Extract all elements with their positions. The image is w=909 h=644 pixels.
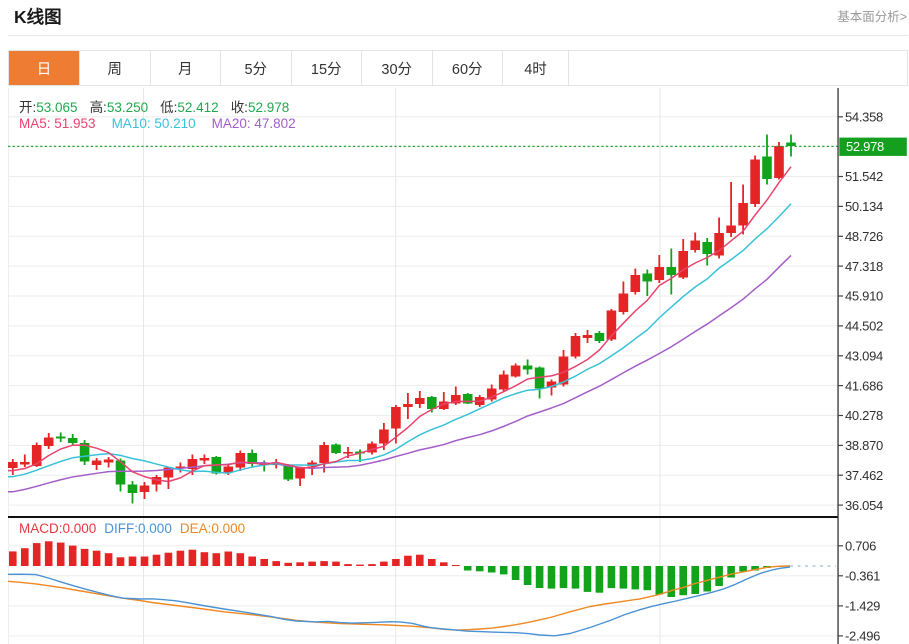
svg-text:-0.361: -0.361	[845, 569, 880, 584]
svg-text:37.462: 37.462	[845, 468, 883, 483]
svg-text:40.278: 40.278	[845, 408, 883, 423]
svg-text:52.978: 52.978	[846, 139, 884, 154]
svg-text:41.686: 41.686	[845, 378, 883, 393]
svg-text:44.502: 44.502	[845, 319, 883, 334]
svg-text:36.054: 36.054	[845, 498, 883, 513]
svg-text:48.726: 48.726	[845, 229, 883, 244]
svg-text:50.134: 50.134	[845, 199, 883, 214]
svg-text:47.318: 47.318	[845, 259, 883, 274]
svg-text:51.542: 51.542	[845, 169, 883, 184]
svg-text:43.094: 43.094	[845, 349, 883, 364]
svg-text:-2.496: -2.496	[845, 629, 880, 644]
svg-text:-1.429: -1.429	[845, 599, 880, 614]
svg-text:38.870: 38.870	[845, 438, 883, 453]
svg-text:0.706: 0.706	[845, 539, 876, 554]
svg-text:54.358: 54.358	[845, 110, 883, 125]
svg-text:45.910: 45.910	[845, 289, 883, 304]
